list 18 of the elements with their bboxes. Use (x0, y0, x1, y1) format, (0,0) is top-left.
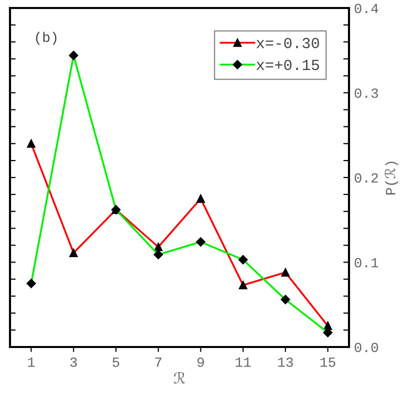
x-tick-label: 5 (112, 358, 120, 367)
x-tick-label: 7 (155, 358, 162, 367)
x-tick-label: 15 (320, 358, 336, 367)
x-tick-label: 11 (236, 358, 251, 367)
x-tick-label: 3 (70, 357, 77, 367)
annotation: (b) (36, 32, 56, 45)
x-axis-title: ℛ (174, 372, 186, 384)
y-tick-label: 0.4 (354, 4, 378, 14)
y-tick-label: 0.3 (354, 88, 378, 98)
x-tick-label: 13 (278, 357, 293, 367)
y-axis-title: P(ℛ) (384, 162, 398, 194)
legend-label: x=-0.30 (256, 38, 320, 48)
y-tick-label: 0.0 (354, 342, 378, 352)
x-tick-label: 1 (28, 358, 35, 367)
legend-label: x=+0.15 (256, 60, 319, 70)
x-tick-label: 9 (197, 357, 204, 367)
y-tick-label: 0.1 (354, 258, 378, 268)
y-tick-label: 0.2 (354, 173, 378, 183)
